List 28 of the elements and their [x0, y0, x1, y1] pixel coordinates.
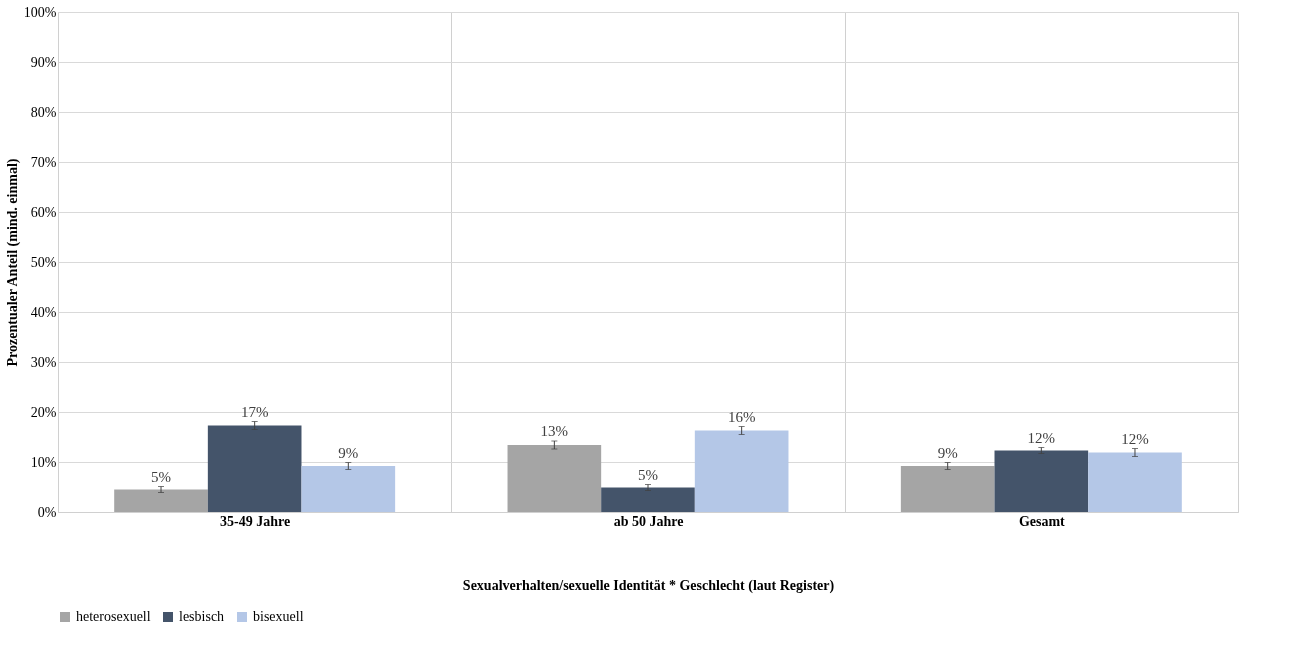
legend-label: heterosexuell	[76, 609, 151, 624]
data-label: 16%	[727, 408, 756, 425]
legend-label: lesbisch	[179, 609, 225, 624]
y-tick-label: 40%	[30, 304, 57, 320]
y-tick-label: 60%	[30, 204, 57, 220]
y-tick-label: 30%	[30, 354, 57, 370]
data-label: 12%	[1121, 430, 1149, 447]
x-tick-label: 35-49 Jahre	[220, 513, 291, 529]
data-label: 12%	[1027, 429, 1056, 446]
y-tick-label: 90%	[30, 54, 57, 70]
x-axis-title: Sexualverhalten/sexuelle Identität * Geschlecht (laut Register)	[462, 577, 835, 594]
legend-label: bisexuell	[253, 609, 304, 624]
data-label: 17%	[240, 403, 269, 420]
y-tick-label: 10%	[30, 454, 57, 470]
y-tick-label: 20%	[30, 404, 57, 420]
y-tick-label: 70%	[30, 154, 57, 170]
data-label: 9%	[338, 444, 359, 461]
data-label: 5%	[638, 466, 658, 483]
y-tick-label: 0%	[37, 504, 57, 520]
data-label: 9%	[937, 444, 958, 461]
data-label: 13%	[540, 423, 569, 439]
y-tick-label: 100%	[23, 4, 57, 20]
y-tick-label: 50%	[30, 254, 57, 270]
y-tick-label: 80%	[30, 104, 57, 120]
x-tick-label: Gesamt	[1018, 513, 1066, 529]
x-tick-label: ab 50 Jahre	[613, 513, 684, 529]
y-axis-title: Prozentualer Anteil (mind. einmal)	[4, 158, 21, 367]
data-label: 5%	[151, 468, 172, 485]
